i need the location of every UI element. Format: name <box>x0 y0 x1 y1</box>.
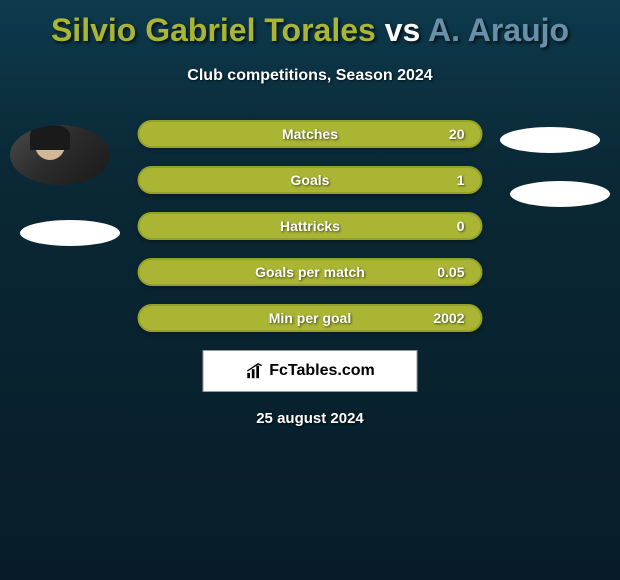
right-placeholder-oval-2 <box>510 181 610 207</box>
left-placeholder-oval <box>20 220 120 246</box>
stat-value: 1 <box>457 172 465 188</box>
player1-name: Silvio Gabriel Torales <box>51 12 376 48</box>
stat-label: Matches <box>282 126 338 142</box>
branding-box: FcTables.com <box>203 350 418 392</box>
comparison-title: Silvio Gabriel Torales vs A. Araujo <box>0 0 620 49</box>
stat-bar: Matches 20 <box>138 120 483 148</box>
stat-bar: Min per goal 2002 <box>138 304 483 332</box>
stat-bar: Goals per match 0.05 <box>138 258 483 286</box>
competition-subtitle: Club competitions, Season 2024 <box>0 67 620 85</box>
stat-value: 0 <box>457 218 465 234</box>
stat-value: 0.05 <box>437 264 464 280</box>
stat-label: Goals <box>291 172 330 188</box>
stat-label: Hattricks <box>280 218 340 234</box>
vs-text: vs <box>376 12 428 48</box>
stat-label: Min per goal <box>269 310 351 326</box>
branding-text: FcTables.com <box>269 362 375 380</box>
date-text: 25 august 2024 <box>256 410 364 427</box>
player2-name: A. Araujo <box>428 12 569 48</box>
stat-value: 20 <box>449 126 465 142</box>
stats-area: Matches 20 Goals 1 Hattricks 0 Goals per match… <box>0 105 620 355</box>
right-placeholder-oval-1 <box>500 127 600 153</box>
stat-value: 2002 <box>433 310 464 326</box>
player1-avatar <box>10 125 110 185</box>
stats-container: Matches 20 Goals 1 Hattricks 0 Goals per match… <box>138 120 483 350</box>
stat-bar: Goals 1 <box>138 166 483 194</box>
stat-bar: Hattricks 0 <box>138 212 483 240</box>
chart-icon <box>245 362 263 380</box>
stat-label: Goals per match <box>255 264 365 280</box>
